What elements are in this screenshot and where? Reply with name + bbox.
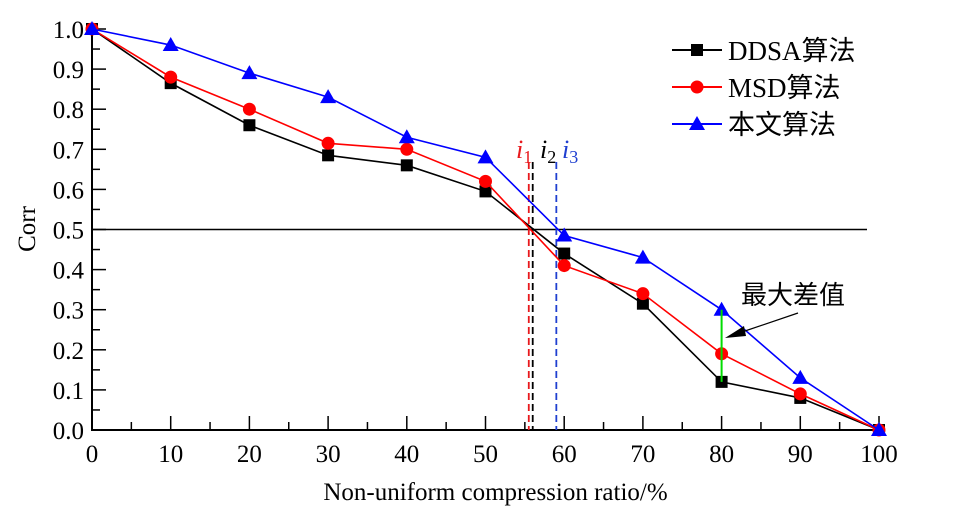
data-point	[84, 21, 100, 35]
annotations: 最大差值	[725, 281, 845, 338]
data-point	[400, 142, 414, 156]
data-point	[243, 119, 256, 132]
legend-label: MSD算法	[728, 73, 841, 103]
threshold-label-letter: i	[562, 135, 569, 164]
x-tick-label: 30	[316, 441, 341, 468]
max-diff-label: 最大差值	[741, 281, 845, 311]
data-point	[793, 387, 807, 401]
data-point	[164, 70, 178, 84]
threshold-label-subscript: 3	[569, 147, 578, 167]
x-tick-label: 100	[860, 441, 898, 468]
data-point	[479, 185, 492, 198]
y-tick-label: 0.3	[53, 298, 84, 325]
data-point	[162, 37, 179, 52]
legend-item: DDSA算法	[672, 36, 856, 66]
data-point	[398, 129, 415, 144]
data-point	[400, 159, 413, 172]
legend-label: 本文算法	[728, 110, 836, 140]
y-tick-label: 1.0	[53, 17, 84, 44]
legend-marker	[690, 80, 704, 94]
data-point	[322, 149, 335, 162]
threshold-label-i2: i2	[540, 135, 556, 167]
x-tick-label: 50	[473, 441, 498, 468]
data-point	[636, 297, 649, 310]
data-point	[320, 89, 337, 104]
threshold-label-subscript: 2	[547, 147, 556, 167]
data-point	[713, 301, 730, 316]
legend-marker	[689, 116, 705, 130]
data-point	[636, 287, 650, 301]
series-triangle	[84, 21, 887, 436]
legend-item: 本文算法	[672, 110, 836, 140]
data-point	[634, 249, 651, 264]
data-point	[792, 369, 809, 384]
y-tick-label: 0.0	[53, 418, 84, 445]
legend-label: DDSA算法	[728, 36, 856, 66]
y-tick-label: 0.6	[53, 177, 84, 204]
x-tick-label: 20	[237, 441, 262, 468]
y-axis-title: Corr	[14, 205, 41, 252]
x-tick-label: 80	[709, 441, 734, 468]
annotation-arrow-line	[741, 312, 799, 333]
data-point	[477, 149, 494, 164]
y-tick-label: 0.1	[53, 378, 84, 405]
x-tick-label: 10	[158, 441, 183, 468]
reference-lines: i1 i2 i3	[92, 135, 867, 430]
x-tick-label: 0	[86, 441, 99, 468]
y-tick-label: 0.9	[53, 57, 84, 84]
data-point	[558, 247, 571, 260]
x-tick-label: 60	[552, 441, 577, 468]
legend-item: MSD算法	[672, 73, 841, 103]
x-tick-label: 40	[394, 441, 419, 468]
data-point	[321, 136, 335, 150]
axes: 0 10 20 30 40 50 60 70 80 90 100 0.0 0.1 0.2 0.3 0.4 0.5…	[14, 17, 898, 506]
threshold-label-letter: i	[540, 135, 547, 164]
data-point	[557, 259, 571, 273]
legend-marker	[691, 44, 703, 56]
y-tick-label: 0.7	[53, 137, 84, 164]
threshold-label-subscript: 1	[523, 147, 532, 167]
threshold-label-i1: i1	[516, 135, 532, 167]
threshold-label-i3: i3	[562, 135, 578, 167]
y-tick-label: 0.4	[53, 258, 85, 285]
x-tick-label: 70	[630, 441, 655, 468]
data-point	[556, 227, 573, 242]
x-axis-title: Non-uniform compression ratio/%	[323, 479, 667, 506]
series-group	[84, 21, 887, 437]
data-point	[871, 422, 887, 436]
data-point	[242, 102, 256, 116]
y-tick-label: 0.5	[53, 218, 84, 245]
data-point	[241, 65, 258, 80]
threshold-label-letter: i	[516, 135, 523, 164]
annotation-arrowhead	[725, 326, 746, 338]
y-tick-label: 0.8	[53, 97, 84, 124]
y-tick-label: 0.2	[53, 338, 84, 365]
x-tick-label: 90	[788, 441, 813, 468]
data-point	[479, 174, 492, 188]
